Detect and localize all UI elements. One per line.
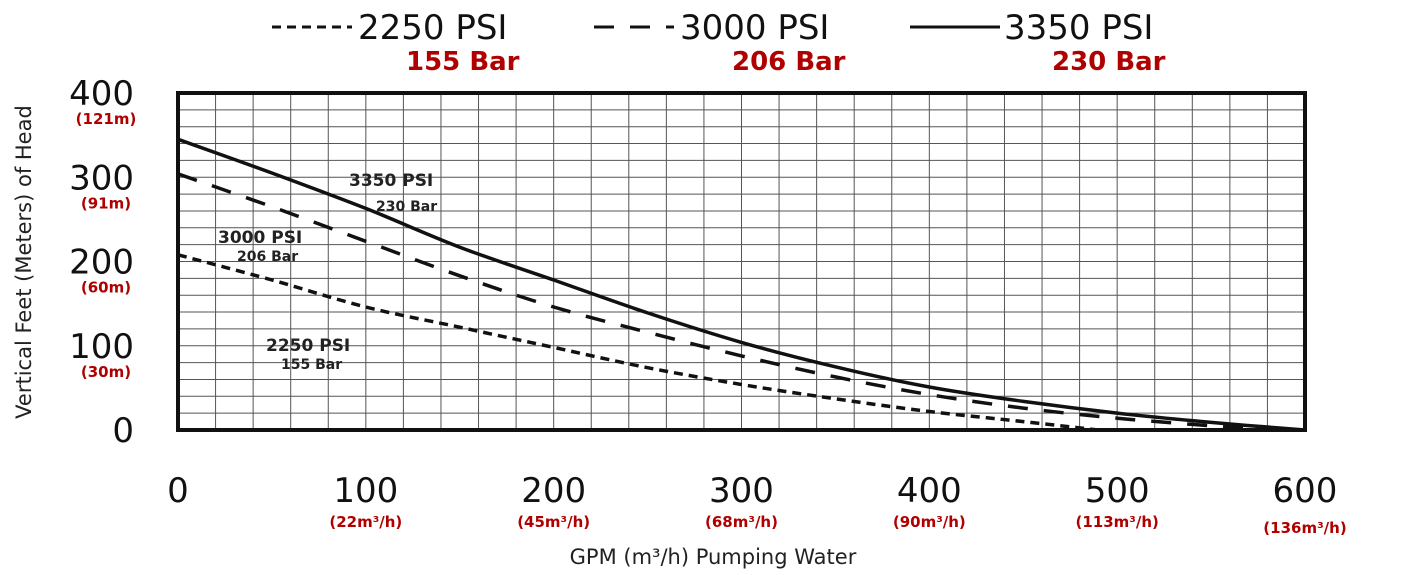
y-tick-label: 400 (69, 74, 134, 114)
x-axis-title: GPM (m³/h) Pumping Water (570, 545, 857, 569)
series-line-3350-psi (177, 137, 1306, 432)
legend-sub-3350: 230 Bar (1052, 47, 1166, 77)
legend-label-3000: 3000 PSI (680, 8, 829, 48)
x-tick-sub-label: (22m³/h) (329, 513, 402, 531)
y-tick-sub-label: (121m) (76, 110, 137, 128)
annotation-psi: 3350 PSI (349, 171, 433, 191)
y-tick-label: 200 (69, 243, 134, 283)
y-tick-label: 0 (112, 411, 134, 451)
series-line-3000-psi (177, 172, 1268, 432)
series-layer (177, 137, 1306, 432)
x-tick-sub-label: (68m³/h) (705, 513, 778, 531)
x-tick-label: 100 (333, 471, 398, 511)
plot-frame (176, 91, 1307, 432)
legend-sub-2250: 155 Bar (406, 47, 520, 77)
x-tick-sub-label: (136m³/h) (1263, 519, 1346, 537)
y-axis-title: Vertical Feet (Meters) of Head (12, 105, 36, 419)
y-tick-sub-label: (60m) (81, 279, 131, 297)
y-tick-sub-label: (91m) (81, 194, 131, 212)
axis-layer: 0 100 (22m³/h) 200 (45m³/h) 300 (68m³/h) 400 (90… (69, 74, 1347, 537)
y-tick-label: 300 (69, 158, 134, 198)
annotation-bar: 155 Bar (281, 357, 342, 373)
x-tick-label: 200 (521, 471, 586, 511)
annotation-bar: 230 Bar (376, 199, 437, 215)
series-line-2250-psi (177, 253, 1099, 432)
x-tick-sub-label: (90m³/h) (893, 513, 966, 531)
y-tick-label: 100 (69, 327, 134, 367)
annotation-psi: 2250 PSI (266, 336, 350, 356)
y-tick-sub-label: (30m) (81, 363, 131, 381)
x-tick-label: 500 (1085, 471, 1150, 511)
x-tick-sub-label: (45m³/h) (517, 513, 590, 531)
x-tick-label: 0 (167, 471, 189, 511)
grid (177, 92, 1306, 431)
legend-sub-3000: 206 Bar (732, 47, 846, 77)
legend-label-2250: 2250 PSI (358, 8, 507, 48)
x-tick-label: 600 (1273, 471, 1338, 511)
annotation-psi: 3000 PSI (218, 228, 302, 248)
legend: 2250 PSI 155 Bar 3000 PSI 206 Bar 3350 P… (272, 8, 1166, 77)
x-tick-label: 300 (709, 471, 774, 511)
annotation-bar: 206 Bar (237, 249, 298, 265)
x-tick-sub-label: (113m³/h) (1075, 513, 1158, 531)
x-tick-label: 400 (897, 471, 962, 511)
legend-label-3350: 3350 PSI (1004, 8, 1153, 48)
